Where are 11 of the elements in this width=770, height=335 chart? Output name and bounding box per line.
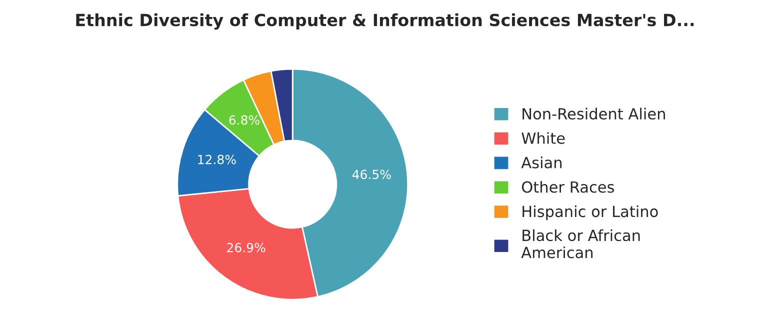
legend-label: Non-Resident Alien — [522, 108, 665, 120]
legend-label: Hispanic or Latino — [522, 205, 658, 220]
legend-label: White — [522, 132, 565, 144]
data-label: 46.5% — [352, 170, 391, 180]
data-label: 26.9% — [227, 242, 266, 252]
legend-label: Other Races — [522, 180, 614, 193]
legend-label: Black or African American — [521, 229, 640, 258]
data-label: 6.8% — [229, 115, 260, 125]
data-label: 12.8% — [198, 154, 236, 164]
legend-label: Asian — [521, 156, 562, 168]
chart-title: Ethnic Diversity of Computer & Information Sciences Master's D... — [76, 13, 694, 30]
